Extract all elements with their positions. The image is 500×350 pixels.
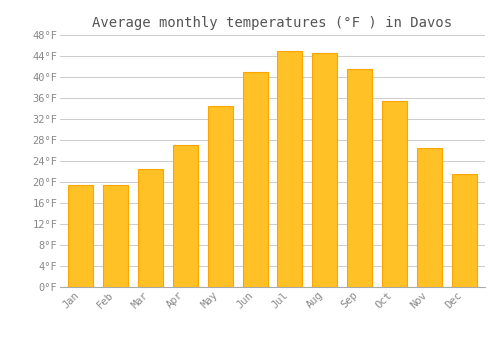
Bar (382, 101, 407, 287)
Bar (173, 145, 198, 287)
Bar (242, 72, 268, 287)
Bar (347, 69, 372, 287)
Bar (452, 174, 477, 287)
Bar (208, 106, 233, 287)
Bar (68, 185, 94, 287)
Bar (278, 51, 302, 287)
Bar (138, 169, 163, 287)
Bar (103, 185, 128, 287)
Bar (312, 53, 338, 287)
Title: Average monthly temperatures (°F ) in Davos: Average monthly temperatures (°F ) in Da… (92, 16, 452, 30)
Bar (417, 148, 442, 287)
